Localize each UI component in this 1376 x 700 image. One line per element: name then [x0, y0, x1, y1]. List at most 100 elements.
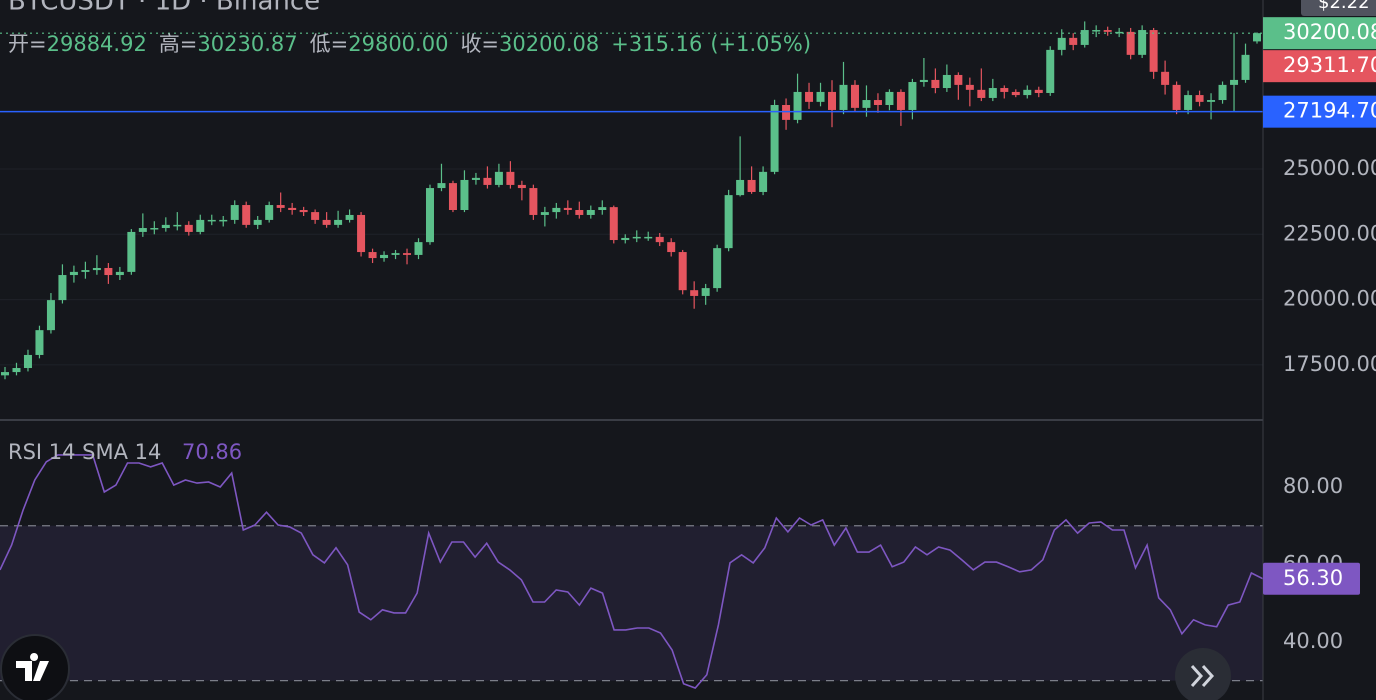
price-tick-label: 20000.00	[1283, 287, 1376, 311]
rsi-tick-label: 40.00	[1283, 629, 1343, 653]
candle-body	[219, 219, 228, 222]
tradingview-logo[interactable]	[0, 634, 70, 700]
candle-body	[380, 254, 389, 259]
candle-body	[609, 207, 618, 241]
logo-mark	[16, 653, 49, 681]
candle-body	[127, 231, 136, 272]
candle-body	[540, 212, 549, 215]
candle-body	[793, 91, 802, 120]
candle-body	[1218, 84, 1227, 101]
candle-body	[1207, 100, 1216, 102]
candle-body	[46, 300, 55, 331]
candle-body	[161, 224, 170, 229]
candle-body	[1241, 54, 1250, 80]
currency-badge-text: $2.22	[1318, 0, 1370, 13]
candle-body	[35, 330, 44, 355]
candle-body	[494, 171, 503, 185]
candle-body	[529, 188, 538, 215]
scroll-button[interactable]	[1175, 648, 1231, 700]
price-label: 30200.08	[1283, 20, 1376, 44]
candle-body	[150, 228, 159, 230]
candle-body	[173, 224, 182, 227]
candle-body	[770, 105, 779, 172]
candle-body	[425, 188, 434, 243]
candle-body	[230, 205, 239, 220]
candle-body	[1103, 30, 1112, 32]
candle-body	[1138, 30, 1147, 55]
candle-body	[598, 207, 607, 210]
candle-body	[437, 183, 446, 189]
logo-circle[interactable]	[0, 634, 70, 700]
candle-body	[12, 368, 21, 373]
rsi-label: 56.30	[1283, 566, 1343, 590]
candle-body	[667, 242, 676, 253]
candle-body	[747, 179, 756, 192]
rsi-label-box	[1263, 562, 1360, 595]
candle-body	[265, 205, 274, 220]
candle-body	[471, 177, 480, 180]
candle-body	[908, 82, 917, 110]
candle-body	[414, 242, 423, 255]
candle-body	[207, 219, 216, 222]
candle-body	[334, 219, 343, 225]
candle-body	[655, 236, 664, 243]
ohlc-value: 30200.08	[499, 32, 599, 56]
price-tick-label: 22500.00	[1283, 221, 1376, 245]
price-label: 29311.70	[1283, 53, 1376, 77]
candle-body	[1253, 33, 1261, 42]
ohlc-key: 开=	[8, 32, 47, 56]
candle-body	[1023, 89, 1032, 96]
candle-body	[1195, 95, 1204, 102]
candle-body	[919, 79, 928, 83]
candle-body	[357, 214, 366, 253]
candle-body	[58, 275, 67, 301]
candle-body	[850, 84, 859, 108]
candle-body	[931, 79, 940, 89]
ohlc-change: +315.16	[611, 32, 702, 56]
candle-body	[839, 84, 848, 110]
candle-body	[586, 210, 595, 215]
ohlc-value: 30230.87	[197, 32, 297, 56]
candle-body	[1034, 89, 1043, 93]
candle-body	[1172, 84, 1181, 110]
candle-body	[632, 236, 641, 239]
candle-body	[988, 88, 997, 98]
rsi-tick-label: 80.00	[1283, 474, 1343, 498]
candle-body	[196, 219, 205, 232]
candle-body	[184, 224, 193, 232]
candle-body	[701, 288, 710, 296]
candle-body	[460, 179, 469, 210]
candle-body	[138, 228, 147, 232]
scroll-icon	[1190, 664, 1215, 688]
candle-body	[1149, 30, 1158, 72]
candle-body	[873, 100, 882, 105]
candle-body	[896, 91, 905, 110]
candle-body	[517, 184, 526, 189]
candle-body	[1069, 37, 1078, 45]
candle-body	[552, 207, 561, 213]
price-tick-label: 25000.00	[1283, 156, 1376, 180]
candle-body	[1161, 71, 1170, 85]
price-tick-label: 17500.00	[1283, 352, 1376, 376]
candle-body	[965, 84, 974, 90]
price-label-box	[1263, 95, 1376, 128]
candle-body	[1080, 30, 1089, 45]
candle-body	[713, 248, 722, 289]
candle-body	[506, 171, 515, 185]
candle-body	[81, 270, 90, 272]
candle-body	[104, 267, 113, 276]
ohlc-value: 29800.00	[348, 32, 448, 56]
candle-body	[690, 290, 699, 296]
candle-body	[345, 214, 354, 220]
rsi-value: 70.86	[182, 440, 242, 464]
scroll-to-latest[interactable]	[1175, 648, 1231, 700]
candle-body	[92, 267, 101, 271]
candle-body	[575, 210, 584, 215]
candle-body	[69, 271, 78, 276]
candle-body	[816, 91, 825, 102]
currency-badge[interactable]	[1301, 0, 1376, 16]
candle-body	[115, 271, 124, 276]
